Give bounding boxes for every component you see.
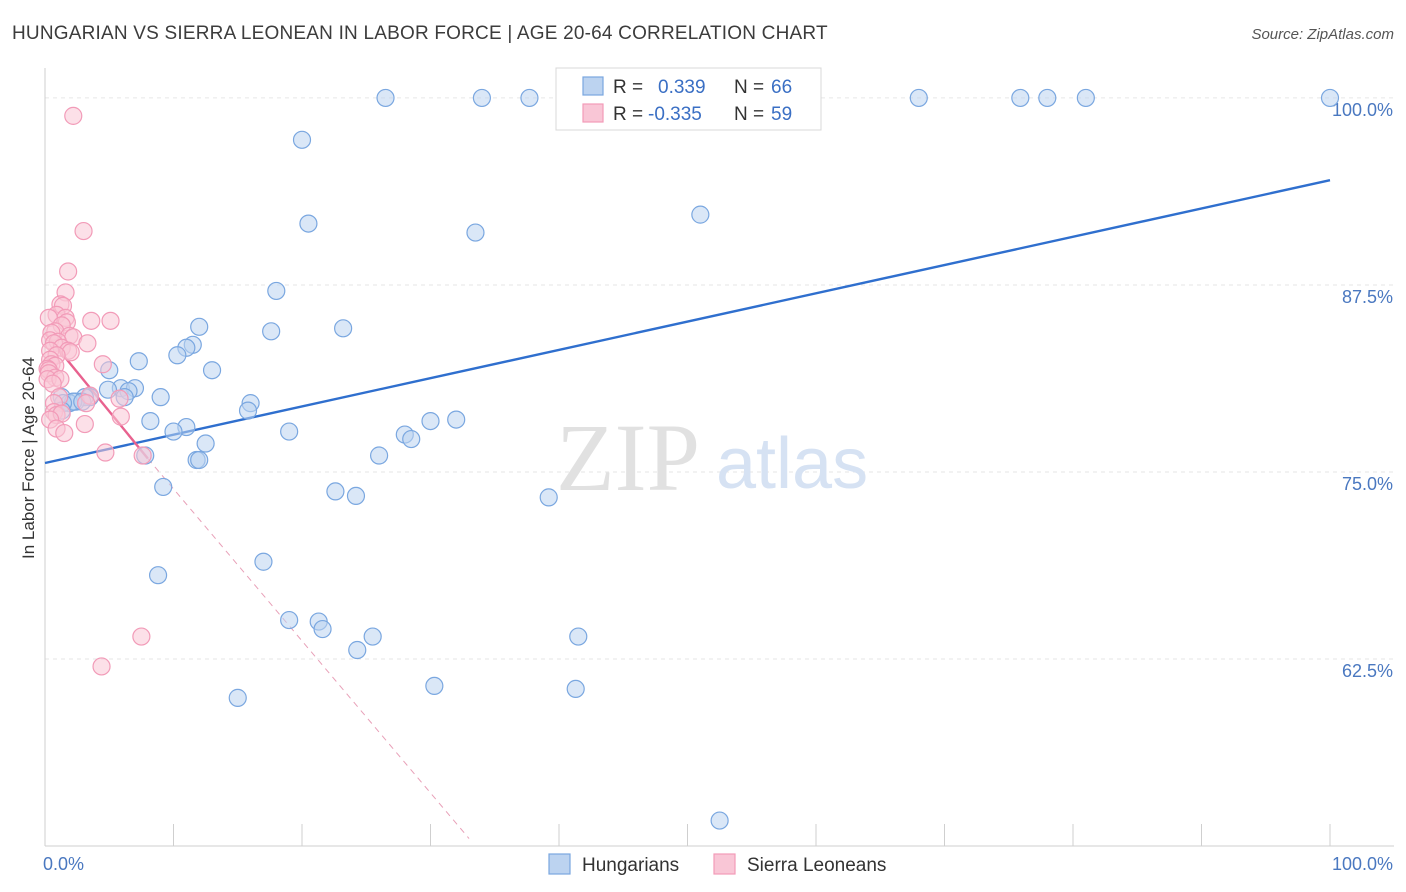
- point-hungarians-20: [129, 352, 148, 371]
- point-sierra-leoneans-0: [64, 106, 83, 125]
- legend-n-value-hungarians: 66: [771, 77, 792, 98]
- series-legend: Hungarians Sierra Leoneans: [548, 853, 886, 876]
- point-hungarians-48: [196, 434, 215, 453]
- point-sierra-leoneans-2: [59, 262, 78, 281]
- chart-source: Source: ZipAtlas.com: [1251, 26, 1394, 43]
- point-hungarians-22: [202, 361, 222, 380]
- legend-swatch-hungarians: [582, 76, 604, 96]
- point-hungarians-42: [421, 411, 440, 431]
- point-hungarians-10: [691, 205, 710, 224]
- watermark-zip: ZIP: [556, 404, 700, 511]
- point-hungarians-44: [164, 422, 183, 441]
- point-hungarians-56: [539, 488, 558, 507]
- point-hungarians-5: [1011, 88, 1030, 108]
- point-hungarians-59: [280, 610, 299, 630]
- y-tick-labels: 100.0% 87.5% 75.0% 62.5%: [1332, 100, 1393, 681]
- y-axis-label: In Labor Force | Age 20-64: [19, 357, 38, 559]
- series-legend-swatch-hungarians: [548, 853, 571, 875]
- point-sierra-leoneans-50: [96, 443, 115, 462]
- series-legend-label-hungarians: Hungarians: [582, 855, 679, 876]
- y-tick-label-1: 87.5%: [1342, 287, 1393, 307]
- point-hungarians-40: [141, 411, 160, 431]
- point-hungarians-6: [1038, 88, 1057, 108]
- point-hungarians-7: [1076, 88, 1095, 108]
- point-hungarians-47: [402, 429, 421, 449]
- legend-r-value-hungarians: 0.339: [658, 77, 706, 98]
- point-hungarians-37: [238, 401, 258, 420]
- legend-n-label-hungarians: N =: [734, 77, 764, 98]
- point-hungarians-19: [168, 346, 187, 365]
- point-hungarians-11: [299, 214, 318, 233]
- trend-extension-sierra-leoneans: [147, 458, 470, 839]
- point-hungarians-45: [280, 422, 299, 441]
- point-hungarians-58: [148, 566, 168, 585]
- point-hungarians-12: [466, 223, 485, 242]
- legend-r-value-sierra-leoneans: -0.335: [648, 104, 702, 125]
- point-hungarians-9: [292, 130, 312, 149]
- watermark: ZIP atlas: [556, 404, 868, 511]
- point-sierra-leoneans-53: [92, 657, 111, 676]
- point-hungarians-8: [1320, 88, 1340, 108]
- legend-r-label-sierra-leoneans: R =: [613, 104, 643, 125]
- trend-line-hungarians: [44, 179, 1331, 465]
- grid-lines: [45, 97, 1394, 660]
- point-hungarians-64: [348, 640, 367, 660]
- point-hungarians-16: [262, 322, 281, 341]
- point-hungarians-15: [334, 319, 353, 338]
- point-hungarians-65: [425, 676, 444, 696]
- point-hungarians-27: [151, 388, 170, 407]
- point-sierra-leoneans-19: [78, 334, 97, 353]
- point-hungarians-0: [376, 88, 395, 108]
- legend-n-value-sierra-leoneans: 59: [771, 104, 792, 125]
- point-sierra-leoneans-40: [110, 389, 129, 408]
- point-sierra-leoneans-29: [93, 355, 112, 374]
- legend-swatch-sierra-leoneans: [582, 103, 604, 123]
- point-hungarians-66: [566, 679, 585, 699]
- point-hungarians-54: [326, 482, 345, 501]
- point-hungarians-68: [710, 811, 729, 830]
- point-sierra-leoneans-10: [82, 311, 101, 330]
- point-sierra-leoneans-45: [111, 407, 130, 426]
- point-hungarians-49: [370, 446, 389, 465]
- point-sierra-leoneans-51: [133, 446, 152, 465]
- point-sierra-leoneans-41: [77, 394, 96, 413]
- point-sierra-leoneans-9: [101, 311, 120, 330]
- legend-n-label-sierra-leoneans: N =: [734, 104, 764, 125]
- axes: [44, 68, 1394, 847]
- series-legend-swatch-sierra-leoneans: [713, 853, 736, 875]
- point-sierra-leoneans-49: [55, 423, 74, 443]
- point-hungarians-62: [363, 627, 382, 646]
- point-hungarians-4: [909, 88, 928, 108]
- point-hungarians-52: [190, 450, 209, 470]
- point-hungarians-41: [447, 410, 466, 429]
- point-hungarians-61: [313, 619, 332, 639]
- watermark-atlas: atlas: [716, 424, 868, 504]
- y-tick-label-2: 75.0%: [1342, 474, 1393, 494]
- x-tick-label-1: 100.0%: [1332, 854, 1393, 874]
- point-hungarians-67: [228, 688, 247, 707]
- y-tick-label-3: 62.5%: [1342, 661, 1393, 681]
- x-tick-labels: 0.0% 100.0%: [43, 854, 1393, 874]
- point-hungarians-14: [190, 317, 209, 336]
- stats-legend: R = 0.339 N = 66 R = -0.335 N = 59: [555, 67, 822, 131]
- point-hungarians-55: [346, 486, 366, 505]
- data-points: [38, 88, 1340, 830]
- chart-title: HUNGARIAN VS SIERRA LEONEAN IN LABOR FOR…: [12, 23, 828, 44]
- point-hungarians-57: [254, 552, 273, 571]
- point-sierra-leoneans-52: [132, 627, 151, 646]
- point-hungarians-2: [520, 88, 539, 108]
- x-tick-label-0: 0.0%: [43, 854, 84, 874]
- point-hungarians-63: [569, 627, 588, 646]
- y-tick-label-0: 100.0%: [1332, 100, 1393, 120]
- legend-r-label-hungarians: R =: [613, 77, 643, 98]
- point-hungarians-13: [267, 281, 286, 301]
- point-hungarians-53: [154, 477, 173, 497]
- series-legend-label-sierra-leoneans: Sierra Leoneans: [747, 855, 886, 876]
- point-sierra-leoneans-1: [74, 221, 93, 241]
- point-hungarians-1: [472, 88, 491, 108]
- point-sierra-leoneans-47: [75, 414, 94, 434]
